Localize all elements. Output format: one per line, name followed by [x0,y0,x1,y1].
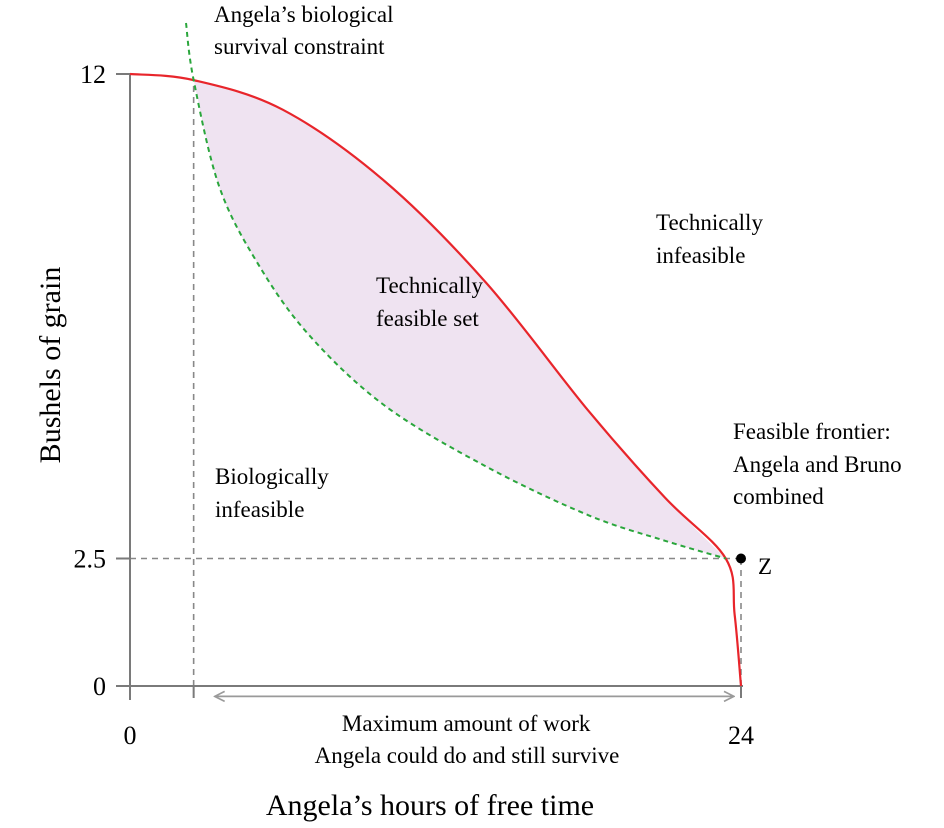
y-tick-label: 2.5 [74,545,107,574]
reference-lines [130,80,742,686]
survival-constraint-annotation: Angela’s biological survival constraint [214,2,399,59]
y-tick-label: 12 [80,60,106,89]
biologically-infeasible-label: Biologically infeasible [215,464,334,522]
x-axis-title: Angela’s hours of free time [266,789,594,822]
survival-constraint-line [185,22,727,560]
y-tick-label: 0 [93,672,106,701]
max-work-annotation: Maximum amount of work Angela could do a… [315,711,620,768]
y-axis-title: Bushels of grain [34,267,67,464]
technically-infeasible-label: Technically infeasible [656,210,769,268]
feasible-set-area [193,80,726,559]
feasible-set-label: Technically feasible set [376,273,489,331]
axes: 122.50 0 24 [74,60,755,750]
x-ticks: 0 24 [124,686,754,750]
feasible-frontier-line [129,72,743,687]
x-tick-label: 0 [124,721,137,750]
frontier-annotation: Feasible frontier: Angela and Bruno comb… [733,419,907,509]
point-z-label: Z [758,554,772,579]
point-z-marker [736,553,746,564]
x-tick-label: 24 [728,721,754,750]
y-ticks: 122.50 [74,60,130,701]
